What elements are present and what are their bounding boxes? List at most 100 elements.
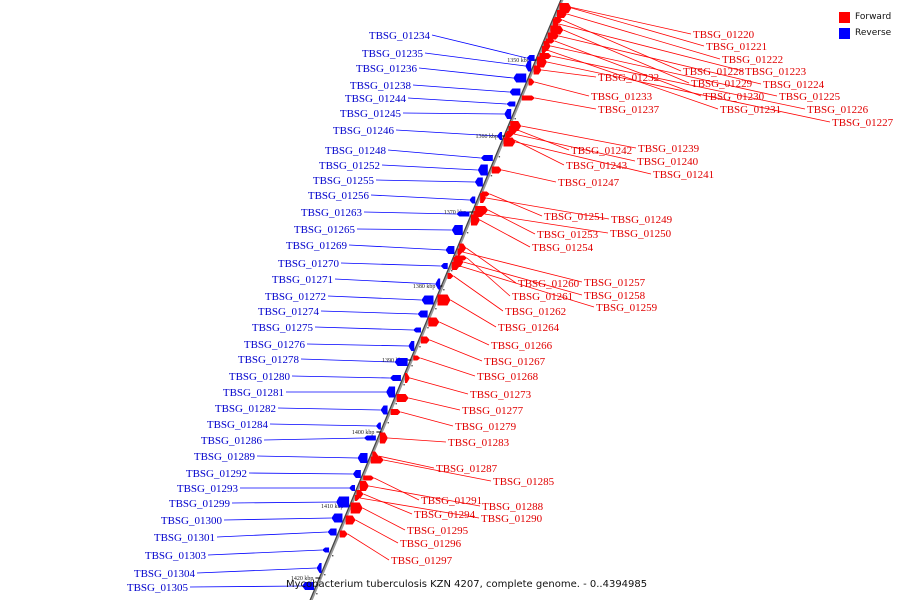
- gene-label-reverse[interactable]: TBSG_01256: [308, 190, 370, 202]
- gene-label-reverse[interactable]: TBSG_01301: [154, 532, 215, 544]
- gene-label-reverse[interactable]: TBSG_01274: [258, 306, 320, 318]
- gene-feature-forward[interactable]: [339, 530, 348, 538]
- gene-label-forward[interactable]: TBSG_01220: [693, 29, 755, 41]
- gene-label-reverse[interactable]: TBSG_01276: [244, 339, 306, 351]
- gene-feature-reverse[interactable]: [526, 55, 535, 61]
- gene-label-reverse[interactable]: TBSG_01236: [356, 63, 418, 75]
- gene-feature-forward[interactable]: [503, 137, 516, 147]
- gene-label-forward[interactable]: TBSG_01267: [484, 356, 546, 368]
- gene-feature-reverse[interactable]: [380, 405, 388, 415]
- gene-label-reverse[interactable]: TBSG_01270: [278, 258, 340, 270]
- gene-label-forward[interactable]: TBSG_01226: [807, 104, 869, 116]
- gene-label-forward[interactable]: TBSG_01273: [470, 389, 532, 401]
- gene-feature-reverse[interactable]: [386, 386, 396, 398]
- gene-feature-reverse[interactable]: [504, 109, 512, 119]
- gene-label-reverse[interactable]: TBSG_01284: [207, 419, 269, 431]
- gene-label-reverse[interactable]: TBSG_01244: [345, 93, 407, 105]
- gene-label-forward[interactable]: TBSG_01291: [421, 495, 482, 507]
- gene-feature-forward[interactable]: [533, 65, 542, 75]
- gene-label-forward[interactable]: TBSG_01279: [455, 421, 517, 433]
- gene-feature-forward[interactable]: [541, 46, 547, 54]
- gene-feature-reverse[interactable]: [421, 295, 434, 305]
- gene-label-reverse[interactable]: TBSG_01281: [223, 387, 284, 399]
- gene-label-reverse[interactable]: TBSG_01280: [229, 371, 291, 383]
- gene-feature-reverse[interactable]: [440, 263, 448, 269]
- gene-feature-reverse[interactable]: [352, 470, 361, 478]
- gene-feature-forward[interactable]: [451, 262, 460, 270]
- gene-label-forward[interactable]: TBSG_01266: [491, 340, 553, 352]
- gene-feature-forward[interactable]: [379, 432, 388, 444]
- gene-label-reverse[interactable]: TBSG_01304: [134, 568, 196, 580]
- gene-feature-reverse[interactable]: [417, 310, 428, 318]
- gene-label-forward[interactable]: TBSG_01259: [596, 302, 658, 314]
- gene-feature-reverse[interactable]: [506, 101, 516, 107]
- gene-feature-forward[interactable]: [556, 10, 567, 18]
- gene-feature-forward[interactable]: [437, 294, 451, 306]
- gene-feature-reverse[interactable]: [302, 582, 315, 590]
- gene-feature-forward[interactable]: [350, 502, 363, 514]
- gene-feature-forward[interactable]: [396, 394, 409, 402]
- gene-feature-reverse[interactable]: [474, 177, 483, 187]
- gene-label-forward[interactable]: TBSG_01290: [481, 513, 543, 525]
- gene-label-forward[interactable]: TBSG_01223: [745, 66, 807, 78]
- gene-label-forward[interactable]: TBSG_01227: [832, 117, 894, 129]
- gene-label-forward[interactable]: TBSG_01285: [493, 476, 555, 488]
- gene-label-forward[interactable]: TBSG_01228: [683, 66, 745, 78]
- gene-feature-reverse[interactable]: [445, 246, 455, 254]
- gene-label-reverse[interactable]: TBSG_01245: [340, 108, 402, 120]
- gene-feature-forward[interactable]: [354, 495, 360, 501]
- gene-label-forward[interactable]: TBSG_01262: [505, 306, 566, 318]
- gene-label-reverse[interactable]: TBSG_01300: [161, 515, 223, 527]
- gene-label-reverse[interactable]: TBSG_01246: [333, 125, 395, 137]
- gene-label-forward[interactable]: TBSG_01268: [477, 371, 539, 383]
- gene-label-reverse[interactable]: TBSG_01271: [272, 274, 333, 286]
- gene-label-forward[interactable]: TBSG_01250: [610, 228, 672, 240]
- gene-label-forward[interactable]: TBSG_01283: [448, 437, 510, 449]
- gene-feature-forward[interactable]: [547, 32, 559, 40]
- gene-feature-reverse[interactable]: [480, 155, 493, 161]
- gene-label-forward[interactable]: TBSG_01294: [414, 509, 476, 521]
- gene-label-forward[interactable]: TBSG_01241: [653, 169, 714, 181]
- gene-feature-forward[interactable]: [413, 355, 421, 361]
- gene-label-forward[interactable]: TBSG_01224: [763, 79, 825, 91]
- gene-feature-forward[interactable]: [470, 214, 480, 226]
- gene-label-forward[interactable]: TBSG_01247: [558, 177, 620, 189]
- gene-label-forward[interactable]: TBSG_01243: [566, 160, 628, 172]
- gene-label-reverse[interactable]: TBSG_01278: [238, 354, 300, 366]
- gene-label-forward[interactable]: TBSG_01287: [436, 463, 498, 475]
- gene-label-reverse[interactable]: TBSG_01275: [252, 322, 314, 334]
- gene-label-forward[interactable]: TBSG_01239: [638, 143, 700, 155]
- gene-label-forward[interactable]: TBSG_01237: [598, 104, 660, 116]
- gene-label-forward[interactable]: TBSG_01253: [537, 229, 599, 241]
- gene-label-forward[interactable]: TBSG_01261: [512, 291, 573, 303]
- gene-feature-reverse[interactable]: [477, 164, 488, 176]
- gene-feature-reverse[interactable]: [513, 73, 527, 83]
- gene-label-reverse[interactable]: TBSG_01286: [201, 435, 263, 447]
- gene-feature-forward[interactable]: [390, 409, 401, 415]
- gene-label-reverse[interactable]: TBSG_01255: [313, 175, 375, 187]
- gene-label-forward[interactable]: TBSG_01257: [584, 277, 646, 289]
- gene-feature-reverse[interactable]: [331, 513, 343, 523]
- gene-feature-reverse[interactable]: [363, 435, 376, 441]
- gene-feature-reverse[interactable]: [389, 375, 401, 381]
- gene-feature-reverse[interactable]: [348, 485, 355, 491]
- gene-label-forward[interactable]: TBSG_01230: [703, 91, 765, 103]
- gene-feature-reverse[interactable]: [336, 496, 350, 508]
- gene-label-reverse[interactable]: TBSG_01272: [265, 291, 326, 303]
- gene-feature-reverse[interactable]: [412, 327, 421, 333]
- gene-feature-forward[interactable]: [404, 373, 410, 383]
- gene-feature-forward[interactable]: [356, 490, 364, 498]
- gene-feature-forward[interactable]: [370, 456, 384, 464]
- gene-label-reverse[interactable]: TBSG_01248: [325, 145, 387, 157]
- gene-feature-reverse[interactable]: [408, 341, 415, 351]
- gene-label-reverse[interactable]: TBSG_01235: [362, 48, 424, 60]
- gene-feature-reverse[interactable]: [357, 453, 368, 463]
- gene-feature-forward[interactable]: [359, 481, 369, 491]
- gene-label-forward[interactable]: TBSG_01233: [591, 91, 653, 103]
- gene-feature-reverse[interactable]: [327, 528, 337, 536]
- gene-label-forward[interactable]: TBSG_01221: [706, 41, 767, 53]
- gene-feature-reverse[interactable]: [451, 225, 463, 235]
- gene-feature-reverse[interactable]: [316, 563, 322, 573]
- gene-feature-forward[interactable]: [521, 95, 535, 101]
- gene-label-forward[interactable]: TBSG_01222: [722, 54, 783, 66]
